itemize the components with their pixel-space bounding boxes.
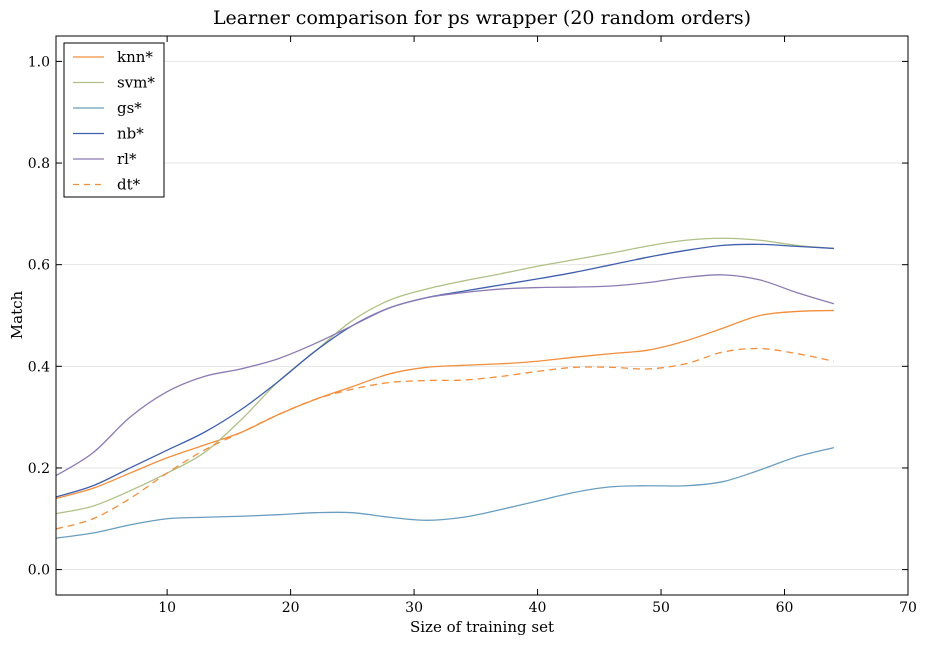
y-tick-label: 0.8 [28,156,50,172]
y-tick-label: 0.4 [28,359,50,375]
x-tick-label: 20 [282,600,300,616]
series-line-gs [55,446,835,539]
x-tick-label: 50 [652,600,670,616]
series-line-dt [55,347,835,530]
legend-label-gs: gs* [117,99,142,117]
y-tick-label: 1.0 [28,54,50,70]
y-tick-label: 0.0 [28,563,50,579]
x-tick-label: 10 [158,600,176,616]
series-line-nb [55,243,834,498]
legend-label-svm: svm* [117,74,155,92]
legend-label-knn: knn* [117,48,153,66]
legend-label-nb: nb* [117,125,144,143]
chart-title: Learner comparison for ps wrapper (20 ra… [213,7,751,29]
grid-lines [56,60,908,571]
x-tick-label: 70 [899,600,917,616]
series-layer [55,237,835,539]
series-line-knn [55,309,834,500]
legend-box [63,42,165,198]
y-axis-label: Match [8,290,26,339]
legend-label-rl: rl* [117,150,137,168]
x-tick-label: 40 [529,600,547,616]
series-line-rl [55,274,835,477]
x-tick-label: 60 [776,600,794,616]
legend-label-dt: dt* [117,176,141,194]
x-axis-label: Size of training set [410,618,554,636]
x-tick-label: 30 [405,600,423,616]
y-tick-label: 0.6 [28,258,50,274]
legend: knn* svm* gs* nb* rl* dt* [63,42,165,198]
axis-ticks: 0.0 0.2 0.4 0.6 0.8 1.0 10 20 30 40 50 60 70 [28,36,917,616]
y-tick-label: 0.2 [28,461,50,477]
plot-frame [55,35,909,596]
series-line-svm [55,237,834,515]
